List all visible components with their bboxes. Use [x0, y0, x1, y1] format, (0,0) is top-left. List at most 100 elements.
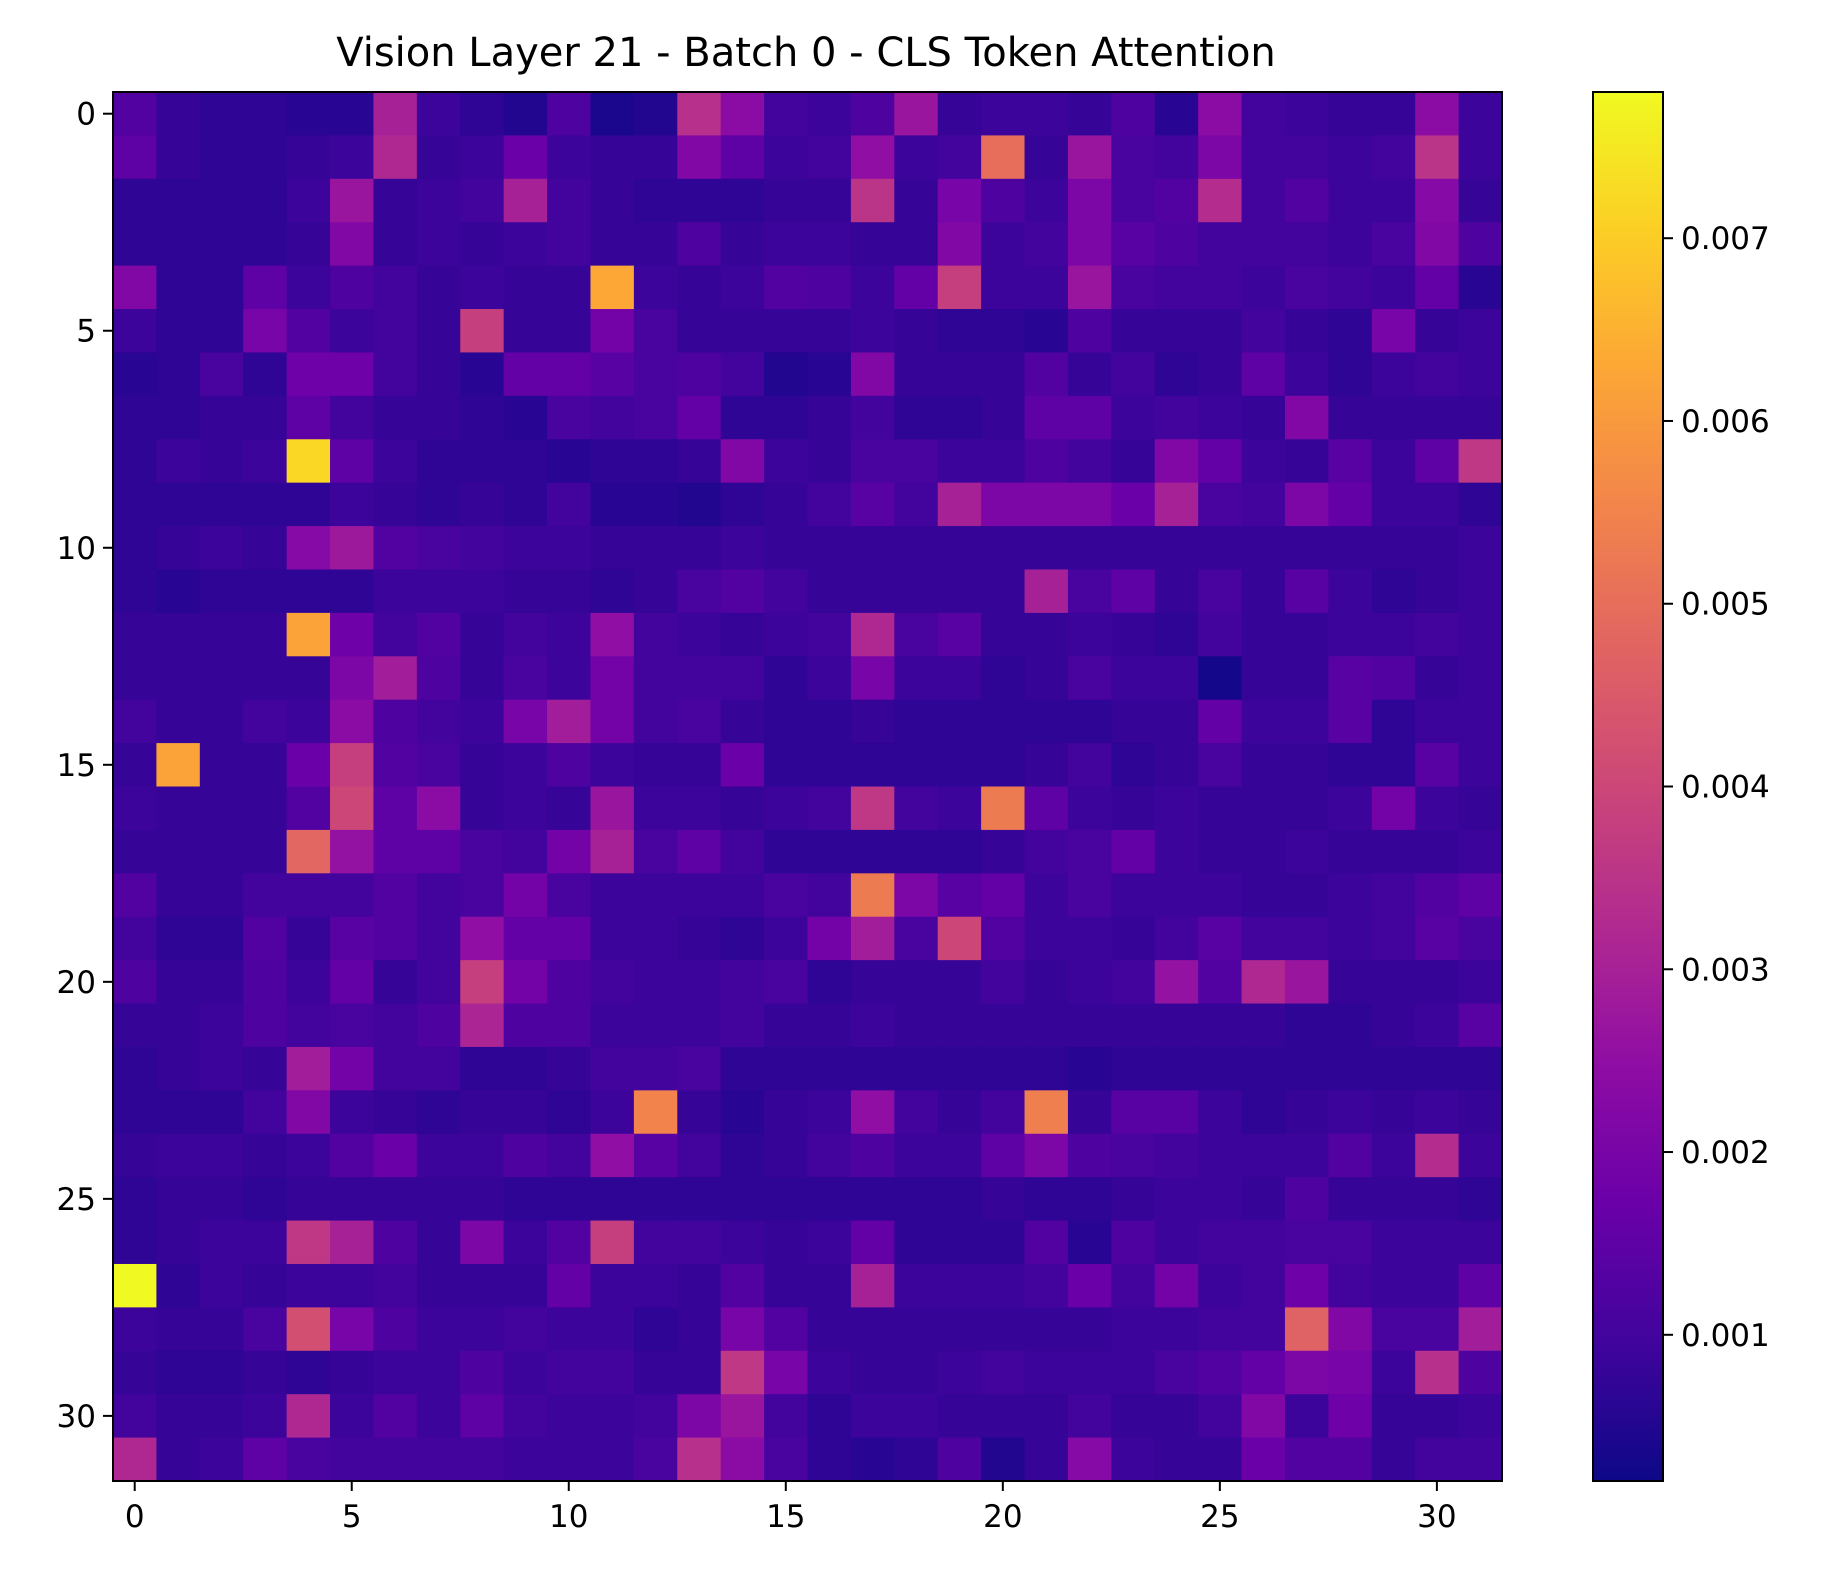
heatmap-cell — [1415, 439, 1460, 484]
heatmap-cell — [1241, 1133, 1286, 1178]
heatmap-cell — [1328, 1177, 1373, 1222]
heatmap-cell — [1111, 1003, 1156, 1048]
heatmap-cell — [373, 1220, 418, 1265]
heatmap-cell — [199, 1437, 244, 1482]
heatmap-cell — [894, 569, 939, 614]
heatmap-cells — [113, 92, 1503, 1482]
heatmap-cell — [981, 829, 1026, 874]
heatmap-cell — [1198, 1263, 1243, 1308]
heatmap-cell — [460, 309, 505, 354]
heatmap-cell — [590, 612, 635, 657]
heatmap-cell — [503, 395, 548, 440]
heatmap-cell — [547, 699, 592, 744]
heatmap-cell — [633, 309, 678, 354]
heatmap-cell — [1458, 1350, 1503, 1395]
heatmap-cell — [547, 1437, 592, 1482]
heatmap-cell — [330, 1003, 375, 1048]
heatmap-cell — [1198, 309, 1243, 354]
heatmap-cell — [1154, 656, 1199, 701]
heatmap-cell — [1198, 743, 1243, 788]
heatmap-cell — [503, 873, 548, 918]
heatmap-cell — [113, 916, 158, 961]
heatmap-cell — [286, 1220, 331, 1265]
heatmap-cell — [373, 135, 418, 180]
heatmap-cell — [894, 309, 939, 354]
heatmap-cell — [503, 1046, 548, 1091]
heatmap-cell — [633, 352, 678, 397]
heatmap-cell — [1024, 222, 1069, 267]
heatmap-cell — [807, 352, 852, 397]
heatmap-cell — [1024, 1046, 1069, 1091]
heatmap-cell — [243, 699, 288, 744]
heatmap-cell — [547, 1263, 592, 1308]
heatmap-cell — [720, 786, 765, 831]
heatmap-cell — [113, 960, 158, 1005]
heatmap-cell — [677, 222, 722, 267]
heatmap-cell — [807, 873, 852, 918]
heatmap-cell — [1067, 1177, 1112, 1222]
heatmap-cell — [1024, 786, 1069, 831]
heatmap-cell — [894, 1003, 939, 1048]
heatmap-cell — [460, 439, 505, 484]
heatmap-cell — [547, 1177, 592, 1222]
heatmap-cell — [156, 135, 201, 180]
heatmap-cell — [1328, 1350, 1373, 1395]
heatmap-cell — [1284, 92, 1329, 137]
heatmap-cell — [1415, 1263, 1460, 1308]
heatmap-cell — [373, 439, 418, 484]
heatmap-cell — [850, 1090, 895, 1135]
heatmap-cell — [1067, 1437, 1112, 1482]
heatmap-cell — [373, 1307, 418, 1352]
heatmap-cell — [199, 1003, 244, 1048]
heatmap-cell — [677, 1350, 722, 1395]
heatmap-cell — [1284, 656, 1329, 701]
heatmap-cell — [764, 1220, 809, 1265]
heatmap-cell — [677, 1263, 722, 1308]
heatmap-cell — [1458, 222, 1503, 267]
heatmap-cell — [330, 960, 375, 1005]
heatmap-cell — [1241, 1307, 1286, 1352]
colorbar-tick-label: 0.002 — [1681, 1135, 1770, 1171]
heatmap-cell — [1024, 439, 1069, 484]
heatmap-cell — [199, 1263, 244, 1308]
heatmap-cell — [547, 352, 592, 397]
heatmap-cell — [720, 439, 765, 484]
heatmap-cell — [1111, 222, 1156, 267]
heatmap-cell — [633, 1090, 678, 1135]
heatmap-cell — [1415, 1177, 1460, 1222]
heatmap-cell — [199, 482, 244, 527]
x-tick-label: 15 — [766, 1499, 805, 1535]
heatmap-cell — [156, 1220, 201, 1265]
heatmap-cell — [113, 699, 158, 744]
heatmap-cell — [373, 873, 418, 918]
heatmap-cell — [503, 743, 548, 788]
heatmap-cell — [677, 612, 722, 657]
heatmap-cell — [1198, 960, 1243, 1005]
heatmap-cell — [1241, 526, 1286, 571]
heatmap-cell — [373, 222, 418, 267]
heatmap-cell — [330, 916, 375, 961]
heatmap-cell — [677, 1177, 722, 1222]
heatmap-cell — [1154, 1350, 1199, 1395]
heatmap-cell — [199, 1350, 244, 1395]
heatmap-cell — [937, 1003, 982, 1048]
heatmap-cell — [1328, 309, 1373, 354]
heatmap-cell — [1328, 1133, 1373, 1178]
heatmap-cell — [416, 699, 461, 744]
heatmap-cell — [894, 1394, 939, 1439]
heatmap-cell — [156, 178, 201, 223]
heatmap-cell — [243, 1307, 288, 1352]
heatmap-cell — [1328, 439, 1373, 484]
heatmap-cell — [1024, 526, 1069, 571]
heatmap-cell — [981, 222, 1026, 267]
heatmap-cell — [590, 265, 635, 310]
heatmap-cell — [1024, 265, 1069, 310]
heatmap-cell — [156, 612, 201, 657]
heatmap-cell — [1024, 1133, 1069, 1178]
heatmap-cell — [720, 916, 765, 961]
heatmap-cell — [547, 916, 592, 961]
heatmap-cell — [286, 178, 331, 223]
heatmap-cell — [156, 1177, 201, 1222]
heatmap-cell — [286, 569, 331, 614]
heatmap-cell — [547, 222, 592, 267]
